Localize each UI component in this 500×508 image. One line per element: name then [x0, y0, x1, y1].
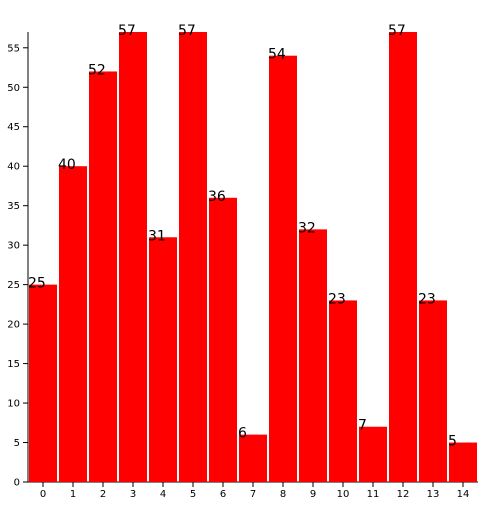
- x-tick-label: 4: [160, 489, 166, 500]
- bar: [89, 71, 117, 482]
- x-tick-label: 3: [130, 489, 136, 500]
- y-tick-label: 30: [7, 241, 20, 252]
- bar: [299, 229, 327, 482]
- value-label: 25: [28, 276, 46, 292]
- value-label: 23: [418, 291, 436, 307]
- x-tick-label: 1: [70, 489, 76, 500]
- bar: [389, 32, 417, 482]
- value-label: 57: [118, 23, 136, 39]
- x-tick-label: 8: [280, 489, 286, 500]
- y-tick-label: 0: [14, 478, 20, 489]
- y-tick-label: 10: [7, 399, 20, 410]
- y-tick-label: 15: [7, 359, 20, 370]
- value-label: 57: [388, 23, 406, 39]
- x-tick-label: 6: [220, 489, 226, 500]
- value-label: 7: [358, 418, 367, 434]
- bar: [119, 32, 147, 482]
- bar: [149, 237, 177, 482]
- y-tick-label: 55: [7, 43, 20, 54]
- y-tick-label: 20: [7, 320, 20, 331]
- bar: [359, 426, 387, 482]
- y-tick-label: 45: [7, 122, 20, 133]
- x-tick-label: 2: [100, 489, 106, 500]
- x-tick-label: 9: [310, 489, 316, 500]
- value-label: 54: [268, 47, 286, 63]
- x-tick-label: 14: [457, 489, 470, 500]
- y-tick-label: 25: [7, 280, 20, 291]
- x-tick-label: 10: [337, 489, 350, 500]
- bar: [449, 442, 477, 482]
- x-tick-label: 11: [367, 489, 380, 500]
- y-tick-label: 50: [7, 83, 20, 94]
- value-label: 40: [58, 157, 76, 173]
- x-tick-label: 7: [250, 489, 256, 500]
- value-label: 31: [148, 228, 166, 244]
- bar: [59, 166, 87, 483]
- bar: [269, 55, 297, 483]
- bar: [329, 300, 357, 482]
- x-tick-label: 12: [397, 489, 410, 500]
- x-tick-label: 13: [427, 489, 440, 500]
- bar: [209, 197, 237, 482]
- value-label: 52: [88, 62, 106, 78]
- x-tick-label: 5: [190, 489, 196, 500]
- value-label: 57: [178, 23, 196, 39]
- bar: [239, 434, 267, 482]
- bar: [29, 284, 57, 482]
- value-label: 23: [328, 291, 346, 307]
- value-label: 32: [298, 220, 316, 236]
- value-label: 36: [208, 189, 226, 205]
- value-label: 5: [448, 434, 457, 450]
- value-label: 6: [238, 426, 247, 442]
- bar: [179, 32, 207, 482]
- y-tick-label: 35: [7, 201, 20, 212]
- y-tick-label: 40: [7, 162, 20, 173]
- x-tick-label: 0: [40, 489, 46, 500]
- y-tick-label: 5: [14, 438, 20, 449]
- bar: [419, 300, 447, 482]
